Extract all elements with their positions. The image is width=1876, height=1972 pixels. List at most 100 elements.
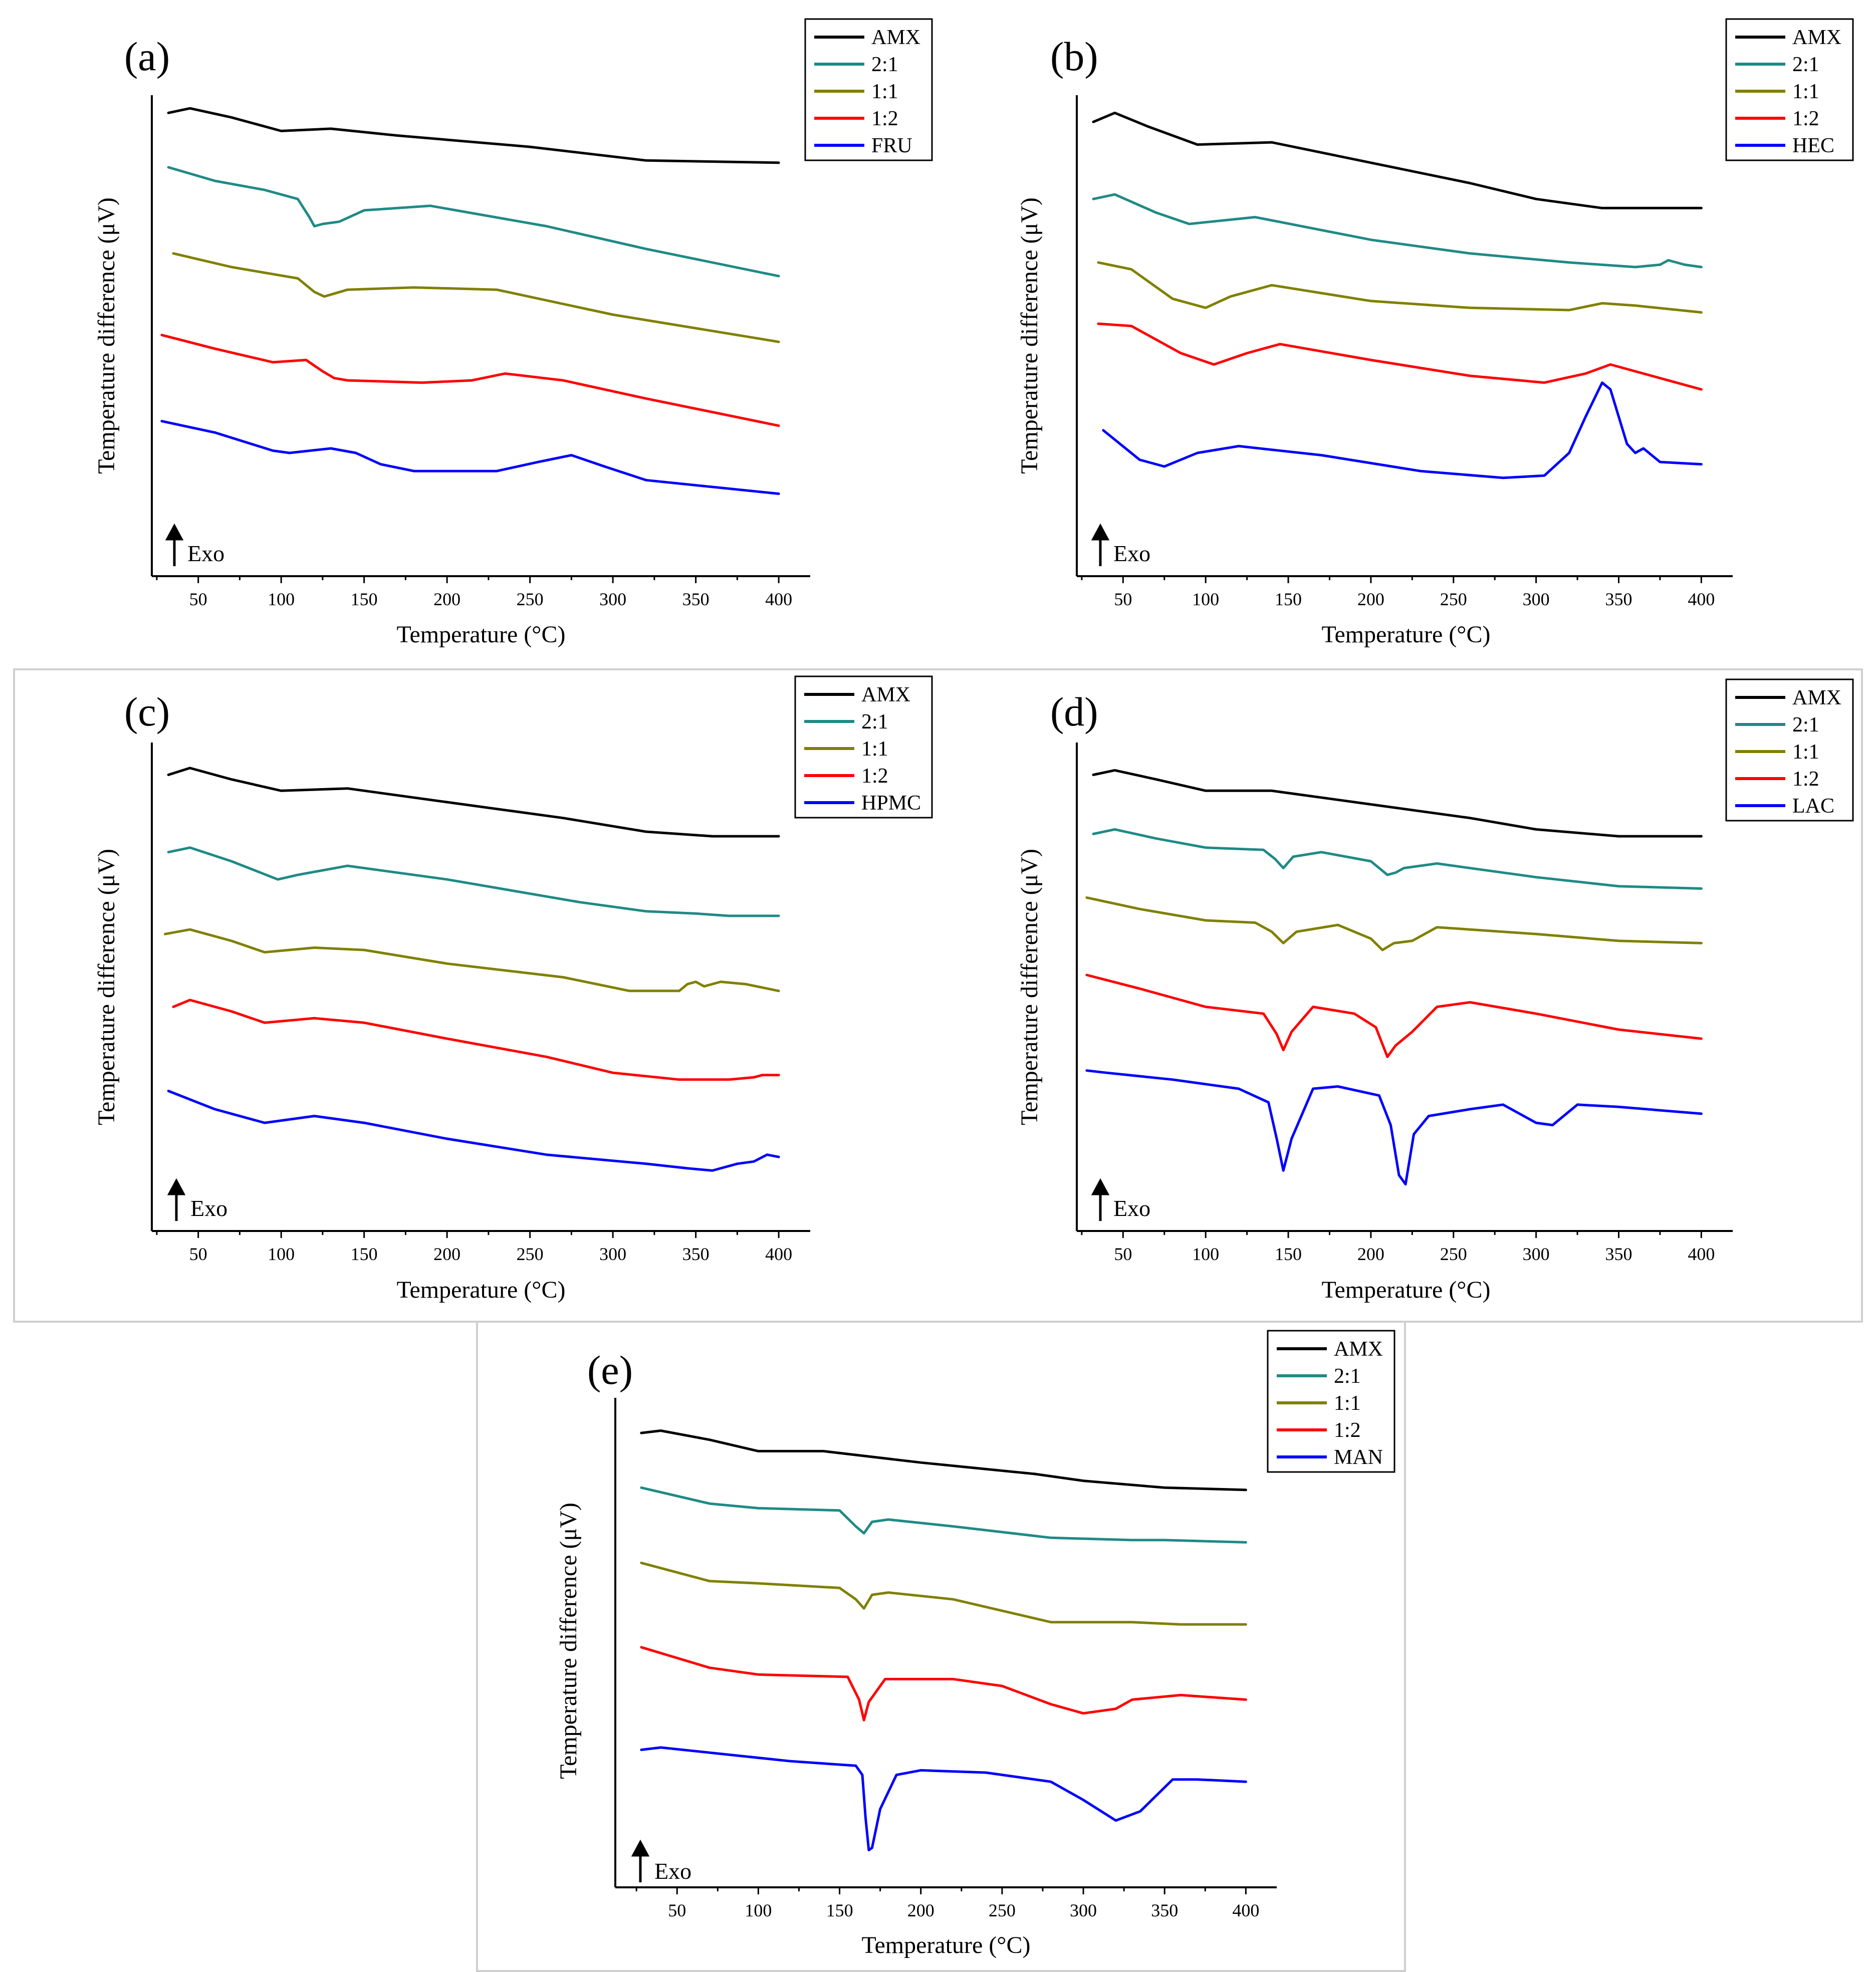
exo-indicator: Exo — [165, 523, 224, 566]
x-tick-label: 400 — [765, 589, 792, 609]
x-tick-label: 50 — [1114, 1244, 1132, 1264]
series-line-fru — [160, 420, 780, 495]
legend-label: 1:2 — [1792, 107, 1819, 130]
x-axis-ticks: 50 100 150 200 250 300 350 400 — [1081, 576, 1715, 609]
legend-label: 1:2 — [1334, 1419, 1361, 1442]
legend-label: HPMC — [861, 792, 921, 815]
series-line-2-1 — [1092, 828, 1703, 890]
series-line-1-1 — [172, 252, 780, 343]
legend-label: 2:1 — [1792, 53, 1819, 76]
panel-label: (a) — [124, 34, 170, 79]
exo-indicator: Exo — [1091, 523, 1150, 566]
x-axis-ticks: 50 100 150 200 250 300 350 400 — [635, 1887, 1259, 1920]
y-axis: Temperature difference (μV) — [1016, 95, 1078, 576]
series-line-2-1 — [167, 846, 780, 917]
panel-label: (c) — [124, 689, 170, 734]
legend-label: HEC — [1792, 134, 1834, 157]
x-tick-label: 100 — [268, 1244, 295, 1264]
series-line-amx — [1092, 769, 1703, 838]
exo-indicator: Exo — [167, 1178, 227, 1221]
x-tick-label: 250 — [517, 1244, 544, 1264]
exo-up-arrow-icon — [631, 1839, 650, 1882]
series-line-amx — [1092, 111, 1703, 209]
x-tick-label: 350 — [1605, 589, 1632, 609]
x-tick-label: 150 — [826, 1900, 853, 1920]
exo-label: Exo — [1113, 541, 1150, 566]
x-axis-ticks: 50 100 150 200 250 300 350 400 — [156, 1231, 792, 1264]
legend-label: FRU — [871, 134, 912, 157]
chart-panel-a: (a) Temperature difference (μV) 50 100 150… — [93, 18, 933, 648]
x-axis-title: Temperature (°C) — [861, 1932, 1030, 1958]
series-line-1-1 — [640, 1561, 1247, 1626]
exo-indicator: Exo — [631, 1839, 691, 1884]
legend-label: AMX — [1792, 26, 1841, 49]
x-tick-label: 50 — [189, 1244, 207, 1264]
x-tick-label: 300 — [1523, 589, 1550, 609]
series-line-1-2 — [172, 999, 780, 1081]
legend-label: 1:1 — [1334, 1392, 1361, 1415]
legend-label: 1:1 — [1792, 741, 1819, 764]
x-tick-label: 50 — [189, 589, 207, 609]
x-tick-label: 300 — [599, 589, 626, 609]
x-tick-label: 250 — [1440, 1244, 1467, 1264]
x-tick-label: 150 — [1275, 1244, 1302, 1264]
series-line-1-1 — [164, 928, 780, 993]
legend-label: 2:1 — [861, 710, 888, 733]
x-tick-label: 350 — [1605, 1244, 1632, 1264]
x-tick-label: 200 — [1357, 1244, 1384, 1264]
x-tick-label: 250 — [517, 589, 544, 609]
legend-label: 1:2 — [861, 765, 888, 788]
x-axis-title: Temperature (°C) — [1321, 621, 1490, 648]
plot-area — [164, 767, 780, 1172]
x-tick-label: 50 — [1114, 589, 1132, 609]
x-tick-label: 350 — [1151, 1900, 1178, 1920]
legend-label: MAN — [1334, 1446, 1383, 1469]
y-axis-title: Temperature difference (μV) — [1016, 849, 1043, 1125]
series-line-2-1 — [1092, 193, 1703, 269]
legend-label: AMX — [1334, 1338, 1383, 1361]
series-line-amx — [167, 107, 780, 164]
x-tick-label: 400 — [1232, 1900, 1259, 1920]
legend: AMX 2:1 1:1 1:2 MAN — [1267, 1330, 1395, 1473]
y-axis-title: Temperature difference (μV) — [555, 1503, 582, 1779]
y-axis: Temperature difference (μV) — [555, 1398, 616, 1887]
y-axis: Temperature difference (μV) — [93, 743, 153, 1231]
legend-label: LAC — [1792, 795, 1834, 818]
exo-label: Exo — [1113, 1195, 1150, 1221]
x-axis-title: Temperature (°C) — [1321, 1277, 1490, 1303]
plot-area — [640, 1429, 1247, 1852]
x-tick-label: 200 — [1357, 589, 1384, 609]
x-tick-label: 100 — [1192, 1244, 1219, 1264]
legend-label: 1:1 — [871, 80, 898, 103]
chart-panel-b: (b) Temperature difference (μV) 50 100 150… — [1016, 18, 1854, 648]
legend-label: 1:2 — [1792, 768, 1819, 791]
legend: AMX 2:1 1:1 1:2 FRU — [804, 18, 933, 161]
x-tick-label: 150 — [351, 1244, 378, 1264]
series-line-1-2 — [160, 334, 780, 427]
exo-indicator: Exo — [1091, 1178, 1150, 1221]
legend-label: AMX — [1792, 686, 1841, 709]
series-line-1-2 — [1097, 322, 1703, 391]
series-line-1-1 — [1085, 896, 1703, 951]
panel-label: (b) — [1050, 34, 1098, 79]
x-tick-label: 250 — [989, 1900, 1016, 1920]
x-axis-ticks: 50 100 150 200 250 300 350 400 — [1081, 1231, 1715, 1264]
x-tick-label: 300 — [1523, 1244, 1550, 1264]
y-axis-title: Temperature difference (μV) — [93, 197, 120, 474]
x-tick-label: 200 — [433, 1244, 460, 1264]
exo-label: Exo — [187, 541, 224, 566]
legend: AMX 2:1 1:1 1:2 LAC — [1725, 678, 1854, 822]
panel-group-frame-e — [476, 1321, 1406, 1972]
legend-label: AMX — [861, 683, 910, 706]
legend-label: 1:2 — [871, 107, 898, 130]
legend: AMX 2:1 1:1 1:2 HPMC — [794, 675, 933, 819]
plot-area — [1085, 769, 1703, 1186]
exo-up-arrow-icon — [1091, 1178, 1110, 1221]
series-line-2-1 — [167, 166, 780, 278]
y-axis: Temperature difference (μV) — [93, 95, 153, 576]
x-tick-label: 350 — [682, 589, 710, 609]
legend-box — [1725, 678, 1854, 822]
x-tick-label: 400 — [1688, 589, 1715, 609]
series-line-hec — [1102, 381, 1703, 479]
